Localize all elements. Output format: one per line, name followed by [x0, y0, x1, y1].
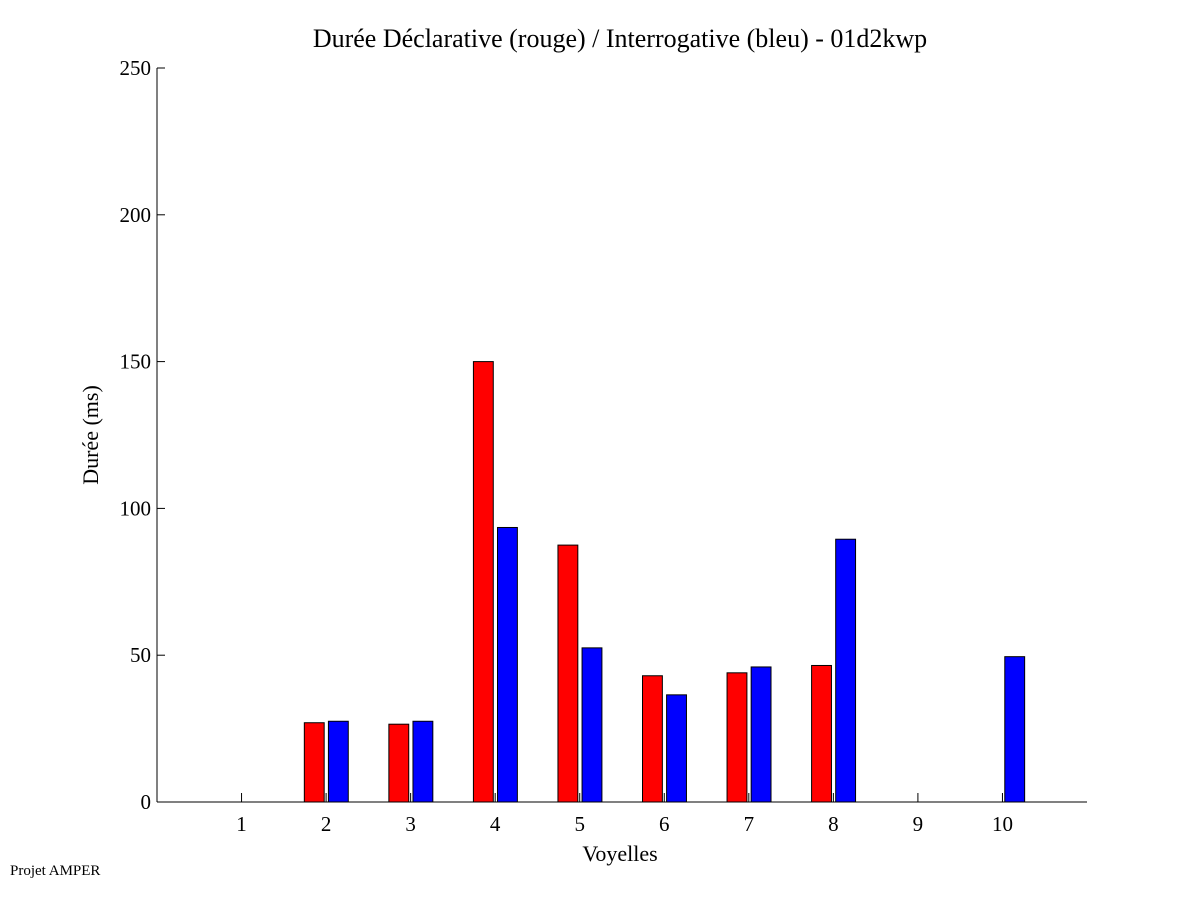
y-axis-label: Durée (ms) — [78, 385, 103, 485]
y-tick-label: 0 — [141, 790, 152, 814]
bar-declarative — [472, 361, 494, 803]
x-tick-label: 8 — [828, 812, 839, 836]
x-tick-label: 2 — [321, 812, 332, 836]
bar-interrogative — [835, 538, 857, 803]
y-tick-label: 150 — [120, 350, 152, 374]
x-tick-label: 3 — [405, 812, 416, 836]
bar-declarative — [811, 664, 832, 803]
x-tick-label: 9 — [913, 812, 924, 836]
chart-title: Durée Déclarative (rouge) / Interrogativ… — [313, 24, 927, 53]
bar-interrogative — [666, 694, 687, 803]
x-tick-label: 5 — [574, 812, 585, 836]
x-axis-label: Voyelles — [582, 841, 657, 866]
y-tick-label: 200 — [120, 203, 152, 227]
x-tick-label: 1 — [236, 812, 247, 836]
x-ticks-group: 1 2 3 4 5 6 7 8 9 10 — [236, 793, 1013, 836]
bar-declarative — [388, 723, 410, 803]
y-tick-label: 250 — [120, 56, 152, 80]
y-tick-label: 100 — [120, 496, 152, 520]
bar-declarative — [303, 722, 325, 803]
x-tick-label: 6 — [659, 812, 670, 836]
bars-group — [303, 361, 1026, 803]
bar-declarative — [557, 544, 579, 803]
bar-interrogative — [327, 720, 349, 803]
y-tick-label: 50 — [130, 643, 151, 667]
bar-interrogative — [750, 666, 772, 803]
y-ticks-group: 0 50 100 150 200 250 — [120, 56, 165, 814]
x-tick-label: 7 — [744, 812, 755, 836]
bar-interrogative — [497, 526, 518, 803]
bar-interrogative — [412, 720, 434, 803]
bar-interrogative — [581, 647, 603, 803]
x-tick-label: 10 — [992, 812, 1013, 836]
bar-declarative — [726, 672, 748, 803]
bar-declarative — [642, 675, 663, 803]
footer-note: Projet AMPER — [10, 863, 101, 879]
x-tick-label: 4 — [490, 812, 501, 836]
bar-interrogative — [1004, 656, 1026, 803]
axes-group — [156, 68, 1087, 803]
